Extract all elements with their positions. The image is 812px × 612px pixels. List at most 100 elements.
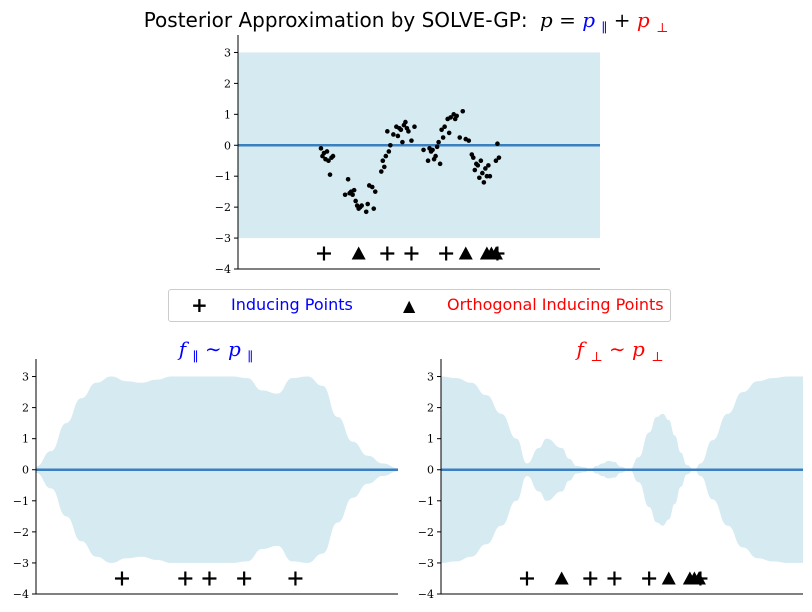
y-tick-label: 3	[224, 46, 231, 59]
inducing-point-marker	[583, 571, 598, 586]
data-point	[391, 132, 396, 137]
data-point	[359, 203, 364, 208]
data-point	[425, 158, 431, 164]
left-plot: −4 −3 −2 −1 0 1 2 3	[13, 359, 398, 601]
y-tick-label: −3	[13, 557, 29, 570]
data-point	[446, 130, 452, 136]
data-point	[481, 180, 487, 185]
inducing-point-marker	[316, 246, 331, 261]
inducing-point-marker	[178, 571, 193, 586]
data-point	[382, 164, 387, 170]
inducing-point-marker	[642, 571, 657, 586]
orthogonal-point-marker	[458, 246, 473, 260]
y-tick-label: −4	[13, 588, 29, 601]
orthogonal-point-marker	[351, 246, 366, 260]
data-point	[421, 147, 426, 153]
y-tick-label: 2	[22, 402, 29, 415]
data-point	[363, 209, 369, 215]
data-point	[466, 138, 472, 143]
data-point	[403, 119, 408, 125]
data-point	[448, 115, 453, 120]
inducing-point-marker	[607, 571, 622, 586]
data-point	[430, 147, 435, 153]
data-point	[386, 149, 392, 154]
data-point	[353, 198, 358, 204]
y-tick-label: 1	[224, 108, 231, 121]
data-point	[409, 138, 414, 143]
inducing-point-marker	[288, 571, 303, 586]
data-point	[369, 184, 375, 190]
inducing-point-marker	[114, 571, 129, 586]
legend-inducing-label: Inducing Points	[231, 295, 353, 314]
p-parallel: p	[582, 8, 595, 32]
data-point	[351, 187, 357, 193]
data-point	[437, 161, 443, 167]
y-tick-label: 0	[427, 464, 434, 477]
data-point	[406, 129, 411, 134]
inducing-point-marker	[439, 246, 454, 261]
data-point	[434, 144, 440, 150]
y-tick-label: −3	[418, 557, 434, 570]
right-plot: −4 −3 −2 −1 0 1 2 3	[418, 359, 803, 601]
data-point	[412, 124, 417, 130]
y-tick-label: 1	[22, 433, 29, 446]
legend-triangle-marker: ▲	[403, 296, 416, 315]
data-point	[372, 189, 378, 194]
y-tick-label: −4	[215, 263, 231, 276]
data-point	[471, 155, 476, 160]
data-point	[350, 192, 355, 198]
data-point	[440, 135, 446, 140]
top-plot: −4 −3 −2 −1 0 1 2 3	[215, 35, 600, 276]
data-point	[460, 108, 466, 114]
data-point	[496, 155, 502, 160]
inducing-point-marker	[237, 571, 252, 586]
data-point	[378, 169, 384, 174]
data-point	[385, 129, 390, 134]
orthogonal-point-marker	[691, 571, 706, 585]
y-tick-label: 3	[22, 371, 29, 384]
data-point	[487, 173, 493, 179]
inducing-point-marker	[202, 571, 217, 586]
data-point	[457, 135, 463, 140]
legend-plus-marker: +	[191, 293, 208, 317]
data-point	[454, 113, 460, 119]
data-point	[371, 206, 377, 211]
y-tick-label: −4	[418, 588, 434, 601]
data-point	[478, 158, 484, 164]
y-tick-label: −2	[215, 201, 231, 214]
y-tick-label: 3	[427, 371, 434, 384]
main-title-text: Posterior Approximation by SOLVE-GP:	[144, 8, 528, 32]
data-point	[439, 127, 444, 133]
data-point	[477, 175, 482, 181]
legend: + Inducing Points ▲ Orthogonal Inducing …	[168, 289, 671, 322]
data-point	[480, 170, 485, 176]
data-point	[345, 176, 351, 182]
data-point	[395, 133, 401, 139]
data-point	[324, 149, 330, 154]
y-tick-label: −1	[13, 495, 29, 508]
data-point	[493, 158, 499, 164]
y-tick-label: 0	[22, 464, 29, 477]
data-point	[398, 127, 404, 133]
orthogonal-point-marker	[554, 571, 569, 585]
y-tick-label: 2	[224, 77, 231, 90]
data-point	[383, 153, 389, 159]
data-point	[330, 153, 336, 159]
orthogonal-point-marker	[661, 571, 676, 585]
right-subplot-title: f ⊥ ∼ p ⊥	[575, 337, 664, 366]
data-point	[400, 139, 405, 145]
y-tick-label: 1	[427, 433, 434, 446]
y-tick-label: −2	[418, 526, 434, 539]
y-tick-label: −2	[13, 526, 29, 539]
data-point	[442, 124, 447, 130]
data-point	[475, 163, 481, 168]
left-subplot-title: f ∥ ∼ p ∥	[177, 337, 253, 366]
inducing-point-marker	[519, 571, 534, 586]
orthogonal-point-marker	[488, 246, 503, 260]
legend-orthogonal-label: Orthogonal Inducing Points	[447, 295, 664, 314]
y-tick-label: −1	[215, 170, 231, 183]
data-point	[436, 139, 441, 145]
data-point	[472, 167, 478, 173]
y-tick-label: −1	[418, 495, 434, 508]
